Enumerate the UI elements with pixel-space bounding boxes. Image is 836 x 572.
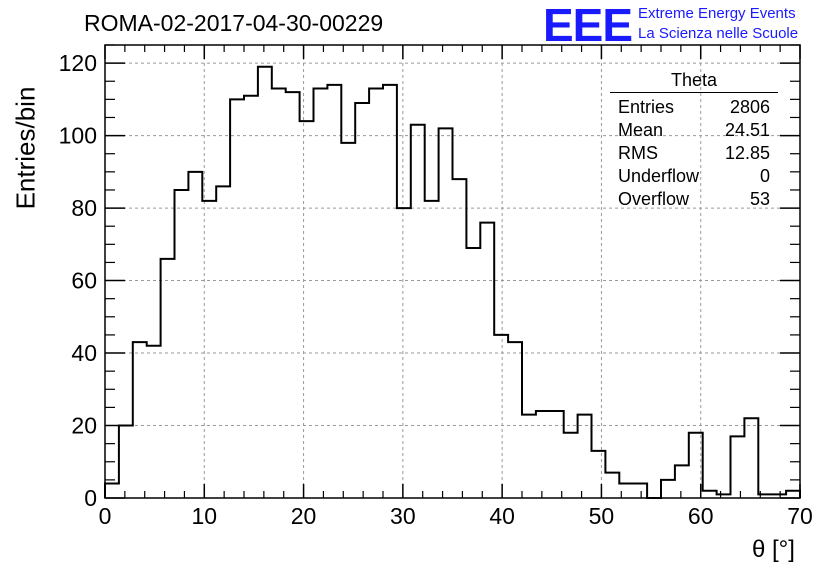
x-tick-label: 10 [191,503,217,529]
grid-lines [105,45,800,498]
y-tick-label: 20 [71,413,97,439]
logo-line-1: Extreme Energy Events [638,5,796,22]
stats-row-underflow: Underflow 0 [618,166,770,186]
stats-row-mean: Mean 24.51 [618,120,770,140]
logo-line-2: La Scienza nelle Scuole [638,25,799,42]
y-tick-label: 40 [71,340,97,366]
x-tick-label: 60 [688,503,714,529]
x-tick-label: 40 [489,503,515,529]
y-tick-label: 100 [59,123,97,149]
x-tick-label: 70 [787,503,813,529]
y-tick-label: 80 [71,195,97,221]
x-tick-label: 30 [390,503,416,529]
stats-row-overflow: Overflow 53 [618,189,770,209]
x-tick-label: 20 [291,503,317,529]
stats-box: Theta Entries 2806 Mean 24.51 RMS 12.85 Und… [610,70,778,211]
x-axis-label: θ [°] [752,536,795,563]
histogram-series [104,65,801,499]
y-axis-label: Entries/bin [10,86,41,210]
x-tick-label: 50 [589,503,615,529]
y-tick-label: 0 [84,485,97,511]
stats-row-rms: RMS 12.85 [618,143,770,163]
stats-title: Theta [610,70,778,93]
logo-mark: EEE [543,0,633,51]
chart-title: ROMA-02-2017-04-30-00229 [84,10,384,36]
stats-row-entries: Entries 2806 [618,97,770,117]
y-tick-labels: 0 20 40 60 80 100 120 [59,50,97,511]
eee-logo: EEE Extreme Energy Events La Scienza nel… [543,0,833,51]
y-tick-label: 120 [59,50,97,76]
x-tick-labels: 0 10 20 30 40 50 60 70 [99,503,813,529]
y-tick-label: 60 [71,268,97,294]
plot-frame [104,44,801,499]
x-tick-label: 0 [99,503,112,529]
